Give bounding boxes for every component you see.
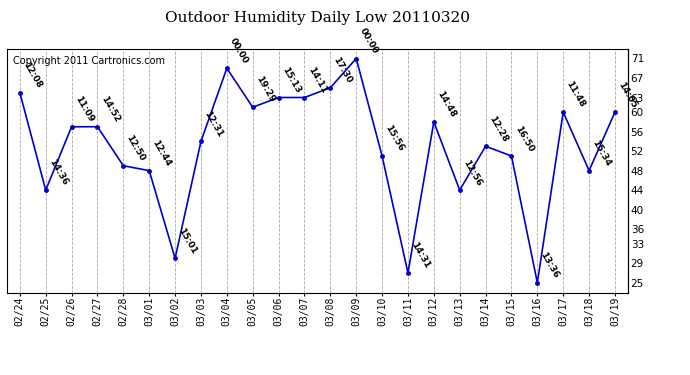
Text: 19:29: 19:29 [254, 75, 276, 105]
Text: 14:48: 14:48 [435, 90, 457, 119]
Text: 12:44: 12:44 [150, 138, 172, 168]
Text: 15:34: 15:34 [591, 138, 613, 168]
Text: 15:01: 15:01 [177, 226, 199, 256]
Text: Copyright 2011 Cartronics.com: Copyright 2011 Cartronics.com [13, 56, 165, 66]
Text: 12:28: 12:28 [487, 114, 509, 144]
Text: 17:30: 17:30 [332, 56, 354, 85]
Text: 12:56: 12:56 [461, 158, 483, 188]
Text: 15:13: 15:13 [280, 65, 302, 95]
Text: 00:00: 00:00 [228, 37, 250, 66]
Text: 16:50: 16:50 [513, 124, 535, 153]
Text: 14:05: 14:05 [616, 80, 638, 110]
Text: 13:36: 13:36 [539, 251, 561, 280]
Text: 14:36: 14:36 [47, 158, 69, 188]
Text: 11:09: 11:09 [73, 94, 95, 124]
Text: 15:56: 15:56 [384, 124, 406, 153]
Text: Outdoor Humidity Daily Low 20110320: Outdoor Humidity Daily Low 20110320 [165, 11, 470, 25]
Text: 12:31: 12:31 [202, 109, 224, 139]
Text: 14:11: 14:11 [306, 65, 328, 95]
Text: 12:50: 12:50 [125, 134, 147, 163]
Text: 14:52: 14:52 [99, 94, 121, 124]
Text: 12:08: 12:08 [21, 61, 43, 90]
Text: 00:00: 00:00 [357, 27, 380, 56]
Text: 14:31: 14:31 [409, 241, 431, 270]
Text: 11:48: 11:48 [564, 80, 586, 110]
